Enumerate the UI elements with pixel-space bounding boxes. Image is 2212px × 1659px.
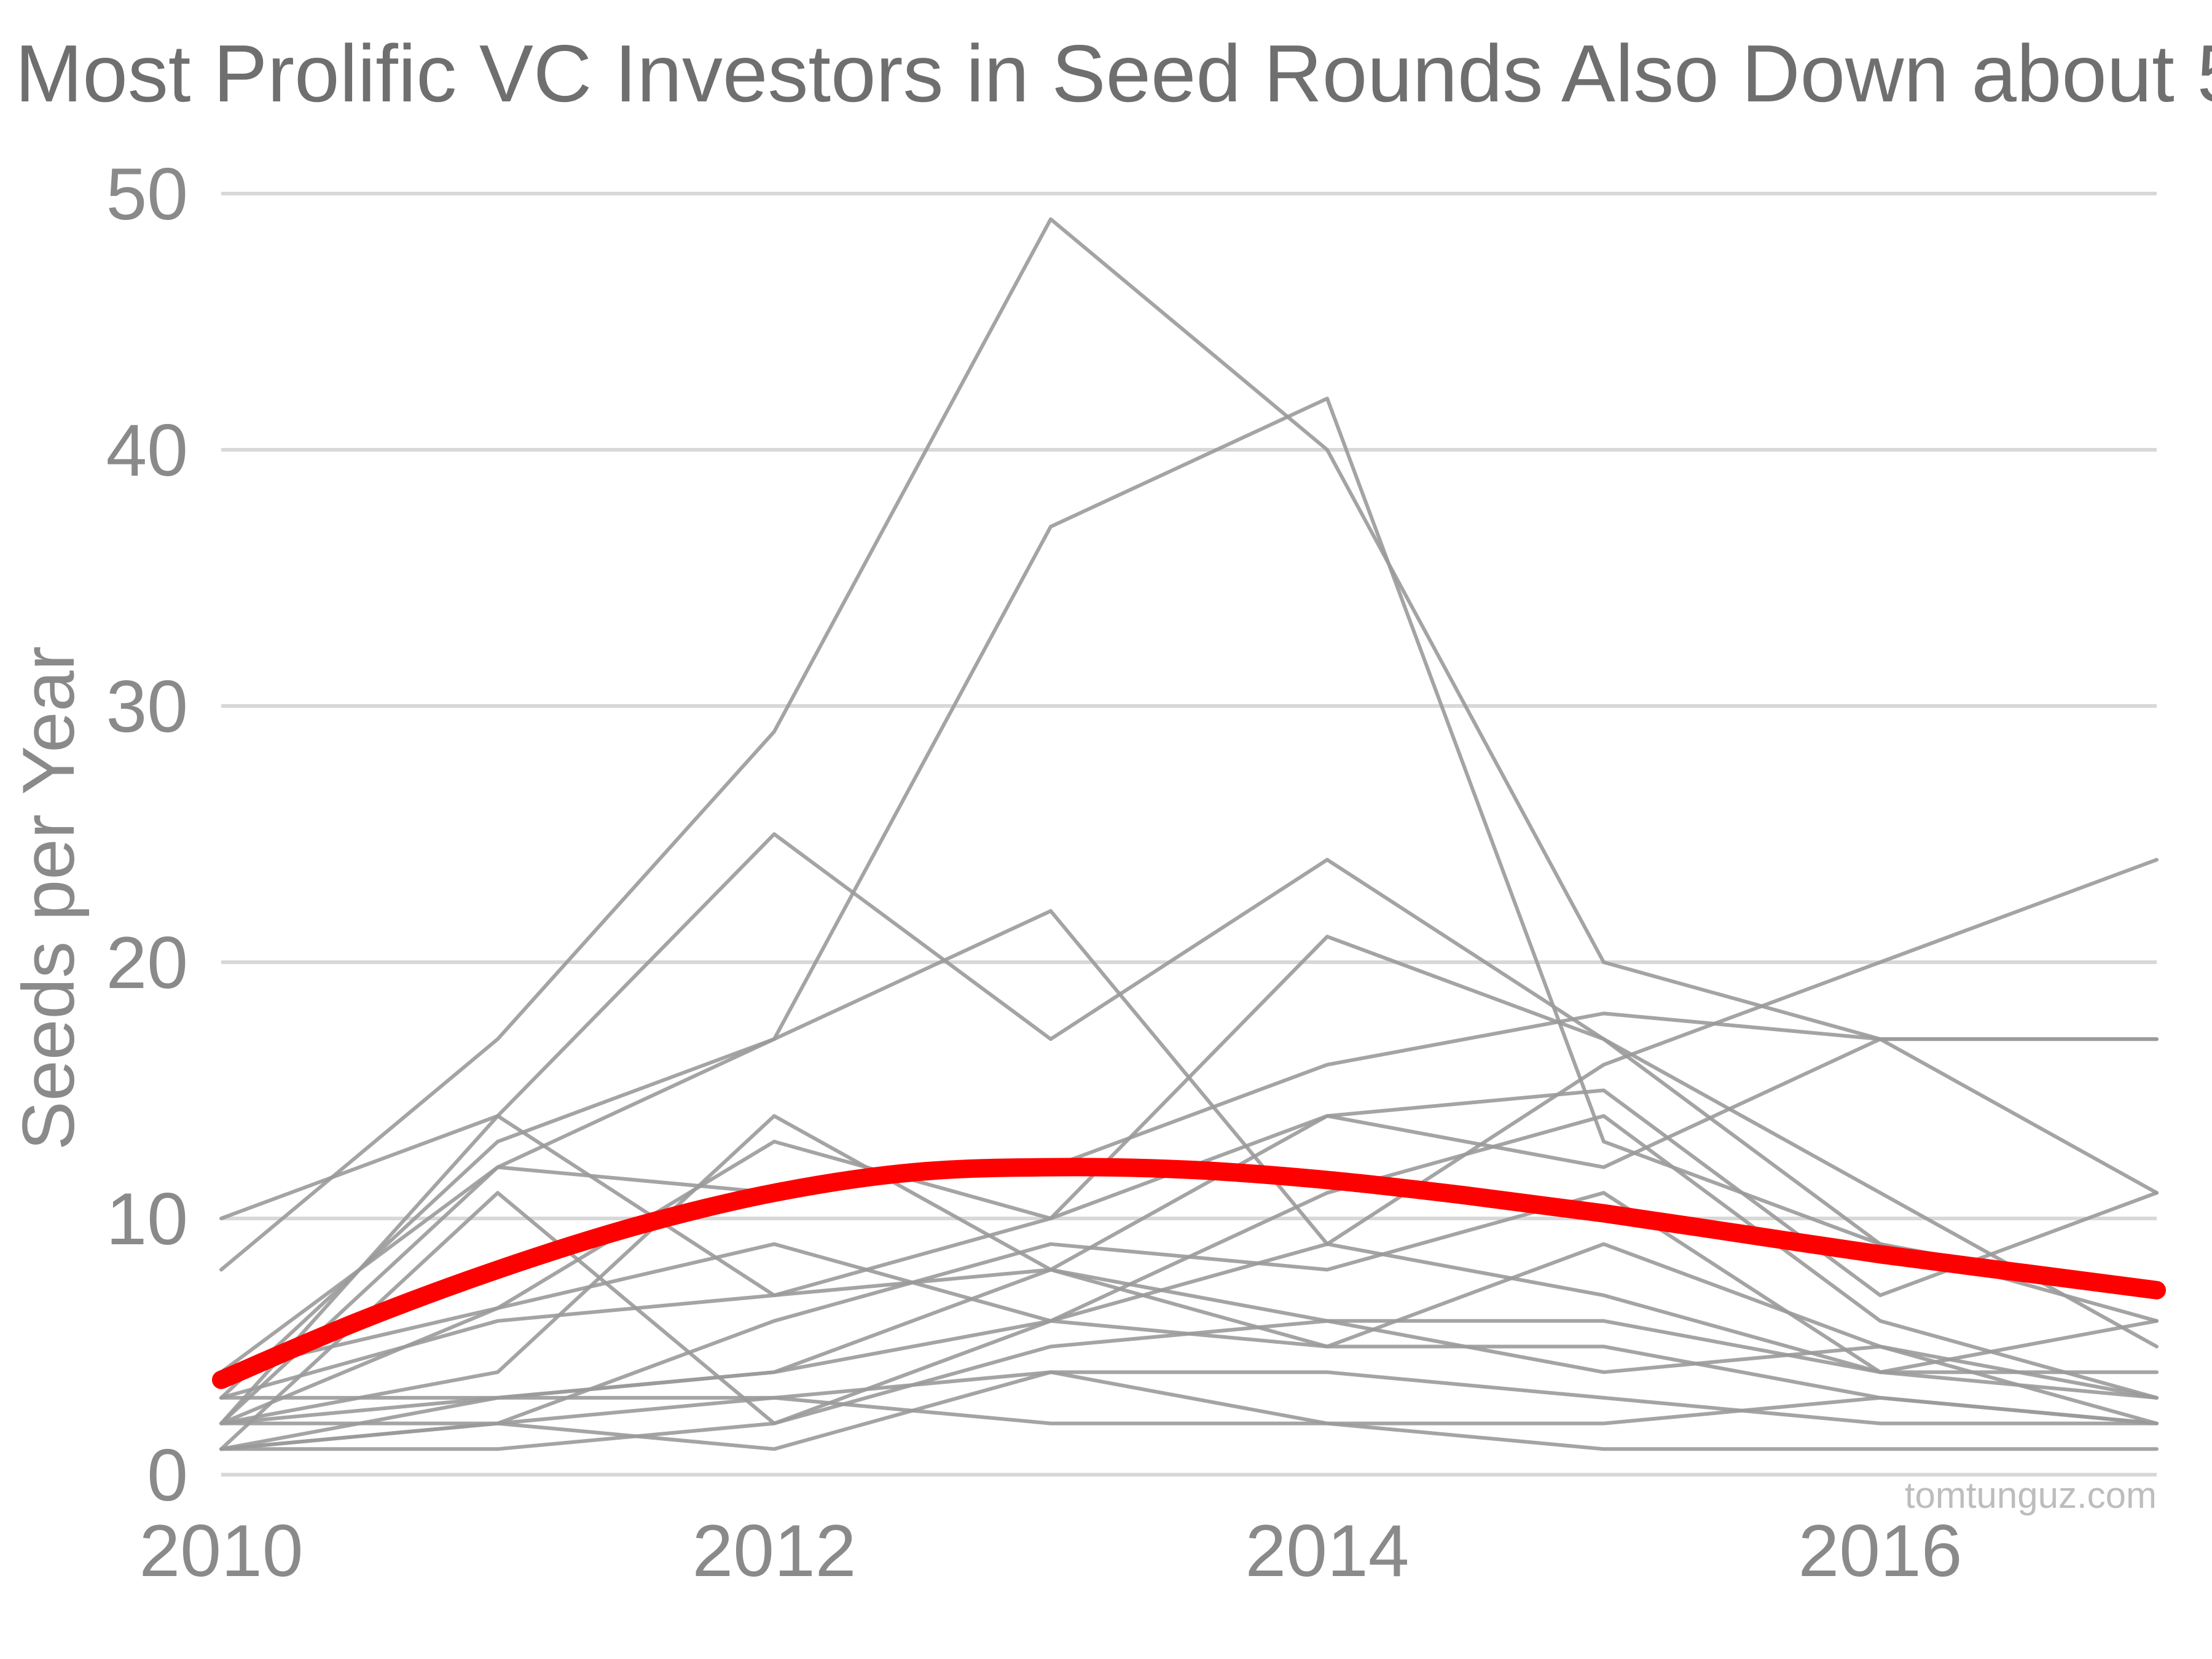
x-tick-label: 2012 bbox=[692, 1510, 857, 1592]
y-axis-label: Seeds per Year bbox=[7, 646, 90, 1150]
x-tick-label: 2014 bbox=[1245, 1510, 1410, 1592]
y-tick-label: 0 bbox=[147, 1434, 188, 1516]
chart-title: The Most Prolific VC Investors in Seed R… bbox=[0, 28, 2212, 119]
vc-seed-chart: The Most Prolific VC Investors in Seed R… bbox=[0, 0, 2212, 1659]
chart-background bbox=[0, 0, 2212, 1659]
x-tick-label: 2010 bbox=[139, 1510, 304, 1592]
y-tick-label: 40 bbox=[106, 409, 188, 492]
credit-label: tomtunguz.com bbox=[1905, 1475, 2157, 1516]
x-tick-label: 2016 bbox=[1798, 1510, 1963, 1592]
y-tick-label: 30 bbox=[106, 665, 188, 748]
chart-container: The Most Prolific VC Investors in Seed R… bbox=[0, 0, 2212, 1659]
y-tick-label: 10 bbox=[106, 1178, 188, 1260]
y-tick-label: 50 bbox=[106, 153, 188, 235]
y-tick-label: 20 bbox=[106, 922, 188, 1004]
